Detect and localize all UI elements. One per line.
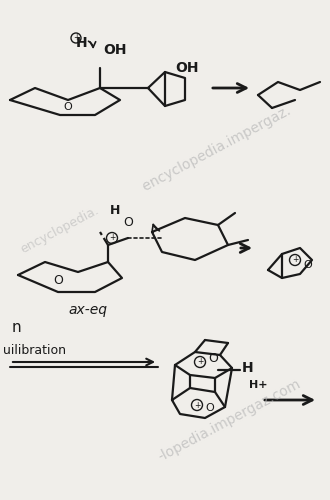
- Text: ax-eq: ax-eq: [69, 303, 108, 317]
- Text: H: H: [110, 204, 120, 216]
- Text: O: O: [208, 352, 218, 364]
- Text: O: O: [304, 260, 313, 270]
- Text: OH: OH: [175, 61, 199, 75]
- Text: +: +: [194, 400, 200, 409]
- Text: H: H: [242, 361, 254, 375]
- Text: uilibration: uilibration: [3, 344, 66, 356]
- Text: +: +: [197, 358, 203, 366]
- Text: O: O: [206, 403, 214, 413]
- Text: +: +: [73, 34, 79, 42]
- Text: H+: H+: [249, 380, 267, 390]
- Text: encyclopedia.impergaz.: encyclopedia.impergaz.: [137, 104, 293, 196]
- Text: H: H: [76, 36, 88, 50]
- Text: OH: OH: [103, 43, 127, 57]
- Text: +: +: [292, 256, 298, 264]
- Text: O: O: [64, 102, 72, 112]
- Text: n: n: [12, 320, 22, 336]
- Text: encyclopedia.: encyclopedia.: [18, 204, 101, 256]
- Text: O: O: [53, 274, 63, 286]
- Text: O: O: [123, 216, 133, 228]
- Text: -lopedia.impergaz.com: -lopedia.impergaz.com: [156, 376, 304, 464]
- Text: +: +: [109, 234, 115, 242]
